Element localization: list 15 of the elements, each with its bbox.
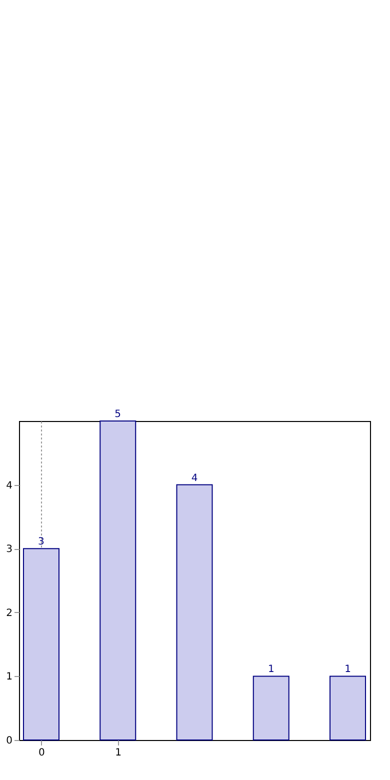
data-label: 1 — [268, 664, 274, 676]
bar — [100, 420, 136, 740]
data-label: 1 — [344, 664, 351, 676]
y-tick-label: 3 — [6, 544, 12, 556]
bar — [330, 676, 366, 740]
y-tick-label: 1 — [6, 672, 12, 683]
y-tick-label: 2 — [6, 608, 12, 619]
bar — [252, 676, 290, 740]
y-tick-label: 0 — [6, 736, 12, 746]
bar — [22, 548, 60, 740]
bar — [176, 484, 213, 740]
data-label: 3 — [38, 536, 44, 548]
y-tick-label: 4 — [6, 480, 12, 492]
data-label: 4 — [191, 472, 198, 484]
data-label: 5 — [114, 409, 122, 420]
